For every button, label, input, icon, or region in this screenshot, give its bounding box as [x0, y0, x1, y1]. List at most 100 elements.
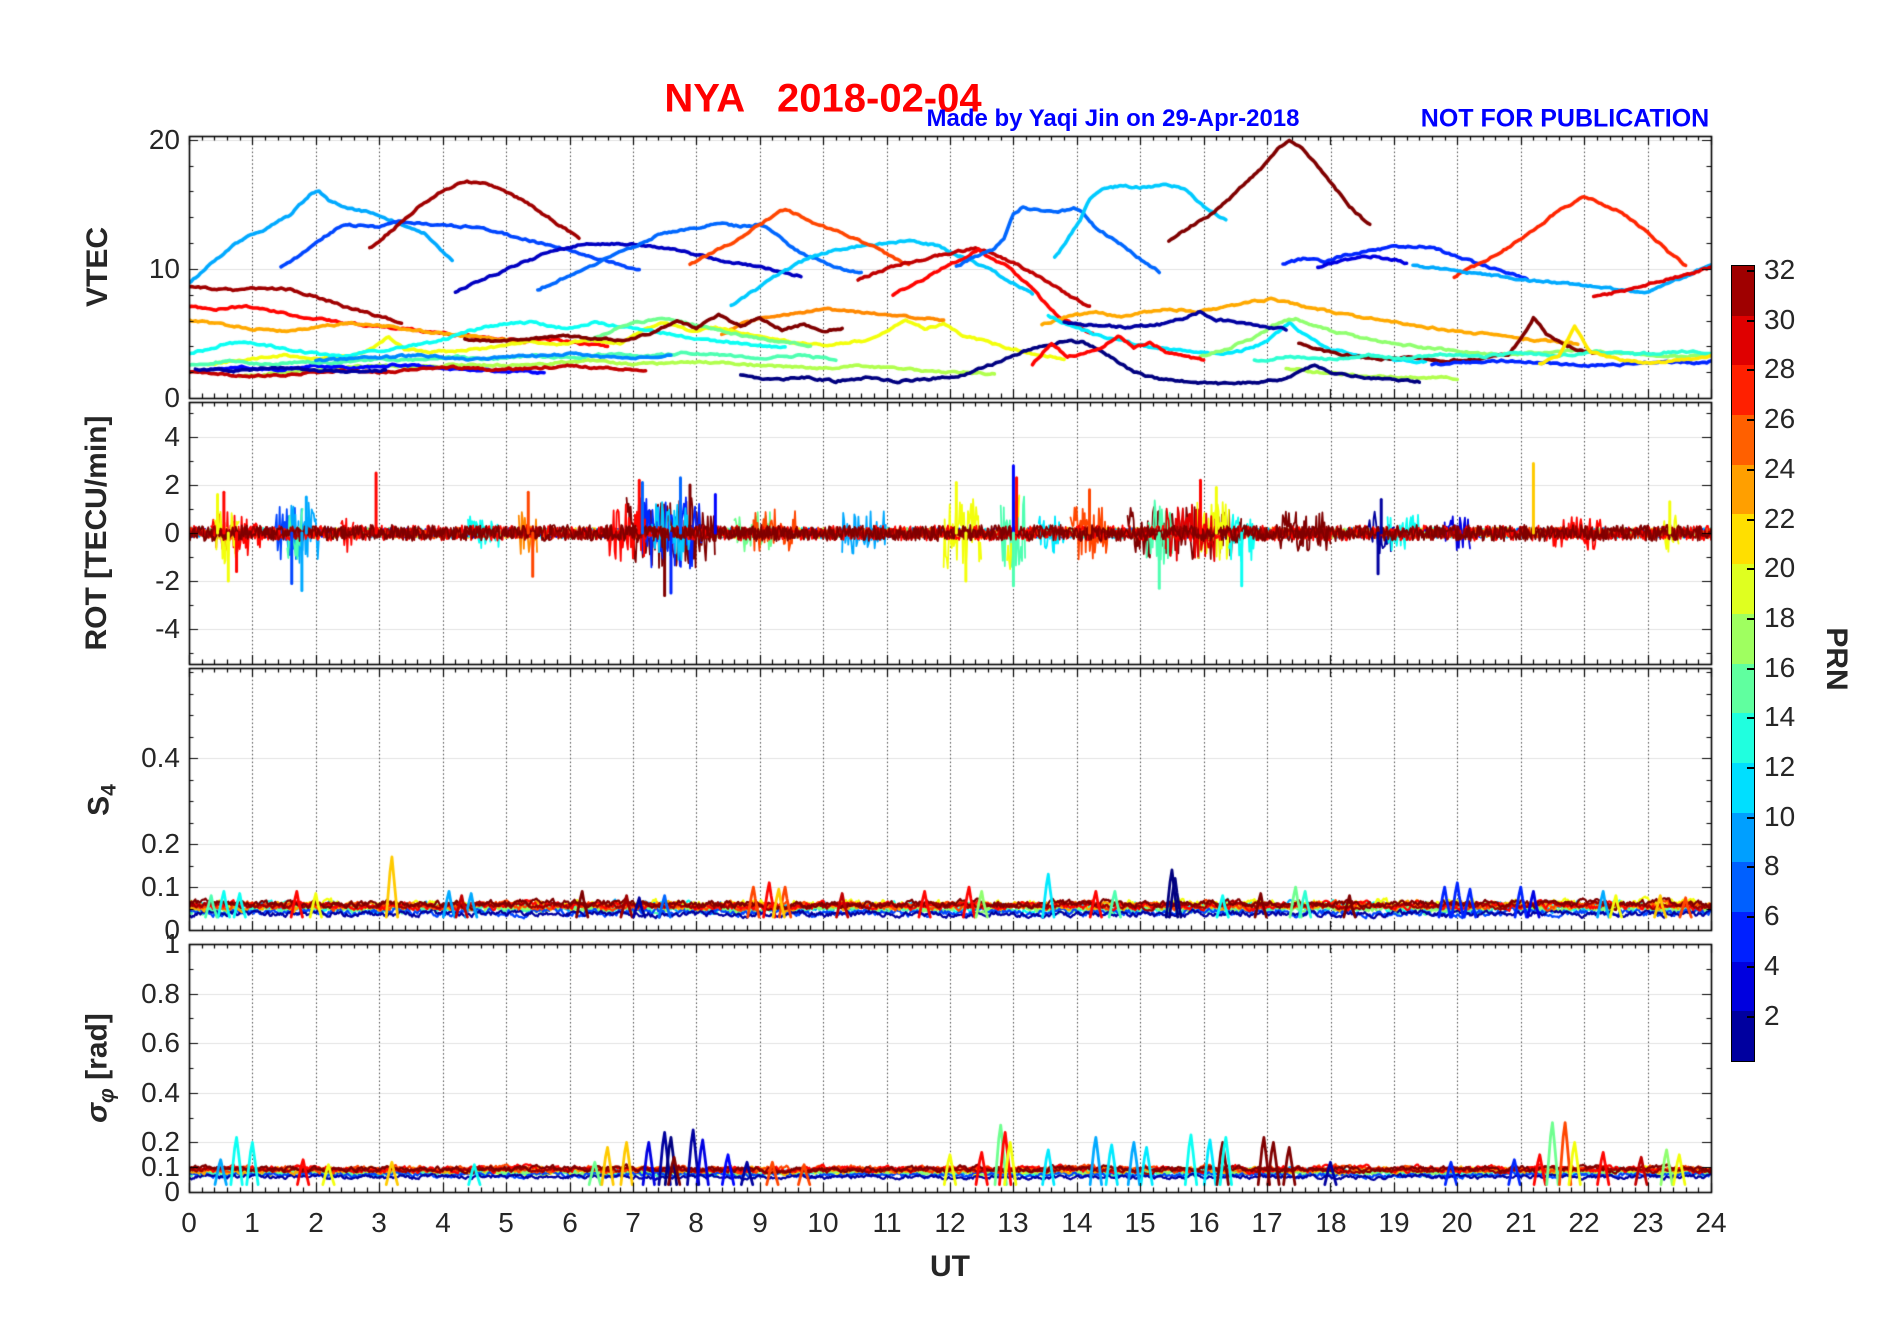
- y-tick-label: 0.1: [141, 1151, 180, 1182]
- ylabel-s4: S4: [83, 784, 122, 816]
- x-tick-label: 8: [688, 1207, 704, 1238]
- y-tick-label: 0: [164, 517, 180, 548]
- colorbar-tick: [1747, 320, 1755, 322]
- page-title: NYA 2018-02-04: [664, 76, 982, 121]
- colorbar-cell: [1732, 315, 1754, 366]
- colorbar-cell: [1732, 862, 1754, 912]
- y-tick-label: 0.6: [141, 1027, 180, 1058]
- colorbar-tick: [1747, 419, 1755, 421]
- y-tick-label: -4: [155, 613, 180, 644]
- x-tick-label: 10: [807, 1207, 839, 1238]
- x-tick-label: 24: [1695, 1207, 1727, 1238]
- x-tick-label: 9: [752, 1207, 768, 1238]
- x-tick-label: 16: [1188, 1207, 1220, 1238]
- colorbar-cell: [1732, 812, 1754, 863]
- colorbar-tick-label: 32: [1764, 254, 1796, 285]
- colorbar-tick: [1747, 767, 1755, 769]
- x-tick-label: 22: [1568, 1207, 1600, 1238]
- y-tick-label: 0.8: [141, 978, 180, 1009]
- x-tick-label: 19: [1378, 1207, 1410, 1238]
- x-tick-label: 17: [1251, 1207, 1283, 1238]
- y-tick-label: 0.4: [141, 742, 180, 773]
- y-tick-label: 4: [164, 421, 180, 452]
- colorbar-tick: [1747, 866, 1755, 868]
- publication-notice: NOT FOR PUBLICATION: [1420, 104, 1710, 133]
- colorbar-cell: [1732, 663, 1754, 714]
- colorbar-tick: [1747, 270, 1755, 272]
- y-tick-label: 0: [164, 382, 180, 413]
- x-tick-label: 6: [562, 1207, 578, 1238]
- colorbar-cell: [1732, 564, 1754, 614]
- x-tick-label: 21: [1505, 1207, 1537, 1238]
- colorbar-tick-label: 28: [1764, 353, 1796, 384]
- colorbar-tick: [1747, 519, 1755, 521]
- x-tick-label: 11: [872, 1207, 902, 1238]
- colorbar-cell: [1732, 1011, 1754, 1061]
- colorbar-tick-label: 22: [1764, 503, 1796, 534]
- x-tick-label: 2: [308, 1207, 324, 1238]
- colorbar-cell: [1732, 266, 1754, 316]
- xlabel-ut: UT: [930, 1250, 970, 1283]
- colorbar-tick-label: 16: [1764, 652, 1796, 683]
- x-tick-label: 0: [181, 1207, 197, 1238]
- colorbar-tick-label: 6: [1764, 900, 1780, 931]
- colorbar-cell: [1732, 415, 1754, 465]
- colorbar-tick: [1747, 966, 1755, 968]
- colorbar-cell: [1732, 365, 1754, 416]
- y-tick-label: 0.2: [141, 828, 180, 859]
- s4-symbol: S: [82, 795, 116, 816]
- x-tick-label: 1: [244, 1207, 260, 1238]
- colorbar-tick: [1747, 369, 1755, 371]
- colorbar-tick-label: 10: [1764, 801, 1796, 832]
- y-tick-label: 10: [148, 253, 180, 284]
- colorbar-tick: [1747, 568, 1755, 570]
- colorbar-tick-label: 24: [1764, 453, 1796, 484]
- colorbar-cell: [1732, 961, 1754, 1012]
- y-tick-label: -2: [155, 565, 180, 596]
- colorbar-tick-label: 20: [1764, 552, 1796, 583]
- y-tick-label: 0: [164, 1176, 180, 1207]
- credit-annotation: Made by Yaqi Jin on 29-Apr-2018: [926, 105, 1300, 132]
- x-tick-label: 5: [498, 1207, 514, 1238]
- colorbar-tick-label: 30: [1764, 304, 1796, 335]
- colorbar-tick: [1747, 1016, 1755, 1018]
- x-tick-label: 7: [625, 1207, 641, 1238]
- colorbar-tick: [1747, 469, 1755, 471]
- colorbar-cell: [1732, 613, 1754, 664]
- colorbar-cell: [1732, 514, 1754, 565]
- colorbar-tick: [1747, 916, 1755, 918]
- colorbar-tick-label: 2: [1764, 1000, 1780, 1031]
- x-tick-label: 14: [1061, 1207, 1093, 1238]
- colorbar-tick-label: 18: [1764, 602, 1796, 633]
- colorbar-tick-label: 8: [1764, 850, 1780, 881]
- x-tick-label: 4: [435, 1207, 451, 1238]
- colorbar-cell: [1732, 911, 1754, 962]
- x-tick-label: 13: [997, 1207, 1029, 1238]
- x-tick-label: 12: [934, 1207, 966, 1238]
- colorbar-tick-label: 14: [1764, 701, 1796, 732]
- y-tick-label: 0.2: [141, 1126, 180, 1157]
- colorbar: [1731, 265, 1755, 1062]
- colorbar-tick: [1747, 717, 1755, 719]
- colorbar-tick-label: 26: [1764, 403, 1796, 434]
- s4-subscript: 4: [97, 784, 121, 796]
- colorbar-cell: [1732, 762, 1754, 813]
- x-tick-label: 3: [371, 1207, 387, 1238]
- colorbar-tick: [1747, 817, 1755, 819]
- y-tick-label: 0: [164, 914, 180, 945]
- colorbar-tick-label: 4: [1764, 950, 1780, 981]
- x-tick-label: 20: [1441, 1207, 1473, 1238]
- colorbar-cell: [1732, 464, 1754, 515]
- x-tick-label: 18: [1315, 1207, 1347, 1238]
- colorbar-tick-label: 12: [1764, 751, 1796, 782]
- x-tick-label: 23: [1632, 1207, 1664, 1238]
- colorbar-tick: [1747, 668, 1755, 670]
- x-tick-label: 15: [1124, 1207, 1156, 1238]
- colorbar-cell: [1732, 713, 1754, 763]
- y-tick-label: 1: [164, 928, 180, 959]
- y-tick-label: 0.4: [141, 1077, 180, 1108]
- y-tick-label: 0.1: [141, 871, 180, 902]
- colorbar-tick: [1747, 618, 1755, 620]
